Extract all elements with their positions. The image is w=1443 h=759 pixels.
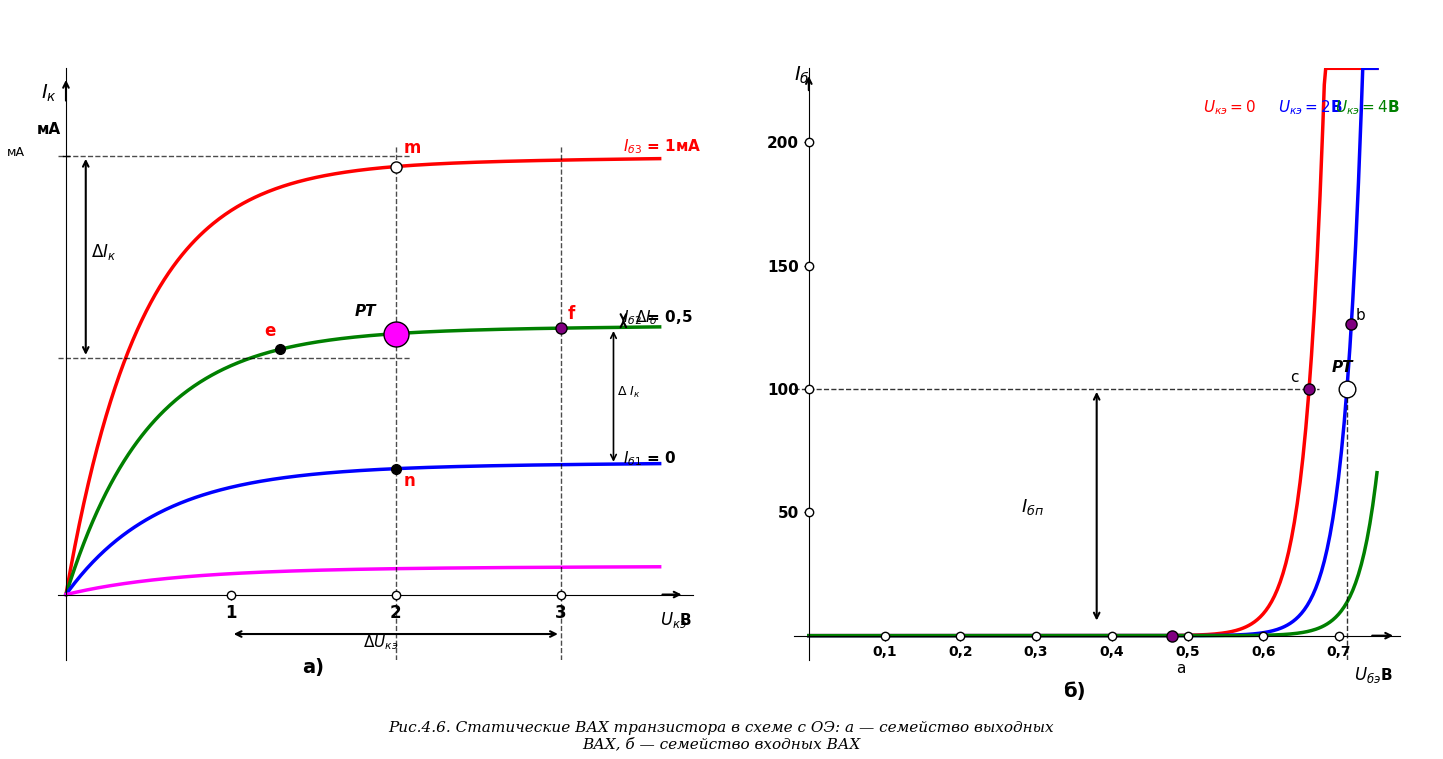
Text: В: В <box>680 613 691 628</box>
Text: a: a <box>1176 660 1186 676</box>
Text: мА: мА <box>36 122 61 137</box>
Text: c: c <box>1290 370 1299 385</box>
Text: $I_{б3}$ = 1мА: $I_{б3}$ = 1мА <box>623 137 701 156</box>
Text: $I_б$: $I_б$ <box>794 65 810 86</box>
Text: б): б) <box>1062 682 1085 701</box>
Text: $U_{кэ}=4$В: $U_{кэ}=4$В <box>1335 99 1400 118</box>
Text: $\Delta I_б$: $\Delta I_б$ <box>635 308 658 327</box>
Text: мА: мА <box>7 146 25 159</box>
Text: В: В <box>1381 668 1392 683</box>
Text: $U_{бэ}$: $U_{бэ}$ <box>1354 665 1381 685</box>
Text: Рис.4.6. Статические ВАХ транзистора в схеме с ОЭ: а — семейство выходных
ВАХ, б: Рис.4.6. Статические ВАХ транзистора в с… <box>388 721 1055 751</box>
Text: $U_{кэ}=0$: $U_{кэ}=0$ <box>1202 99 1255 118</box>
Text: $\Delta$ $I_к$: $\Delta$ $I_к$ <box>616 386 641 401</box>
Text: $I_{бп}$: $I_{бп}$ <box>1022 497 1043 518</box>
Text: PT: PT <box>1332 360 1354 375</box>
Text: b: b <box>1355 307 1365 323</box>
Text: $I_{б1}$ = 0: $I_{б1}$ = 0 <box>623 449 677 468</box>
Text: $U_{кэ}$: $U_{кэ}$ <box>659 610 687 630</box>
Text: $I_к$: $I_к$ <box>42 83 58 104</box>
Text: $I_{б2}$ = 0,5: $I_{б2}$ = 0,5 <box>623 309 693 327</box>
Text: $U_{кэ}=2$В: $U_{кэ}=2$В <box>1278 99 1343 118</box>
Text: $\Delta U_{кэ}$: $\Delta U_{кэ}$ <box>362 633 398 652</box>
Text: e: e <box>264 322 276 340</box>
Text: PT: PT <box>355 304 377 319</box>
Text: $\Delta I_к$: $\Delta I_к$ <box>91 242 115 262</box>
Text: f: f <box>567 305 574 323</box>
Text: n: n <box>404 472 416 490</box>
Text: а): а) <box>303 659 325 678</box>
Text: m: m <box>404 140 421 157</box>
